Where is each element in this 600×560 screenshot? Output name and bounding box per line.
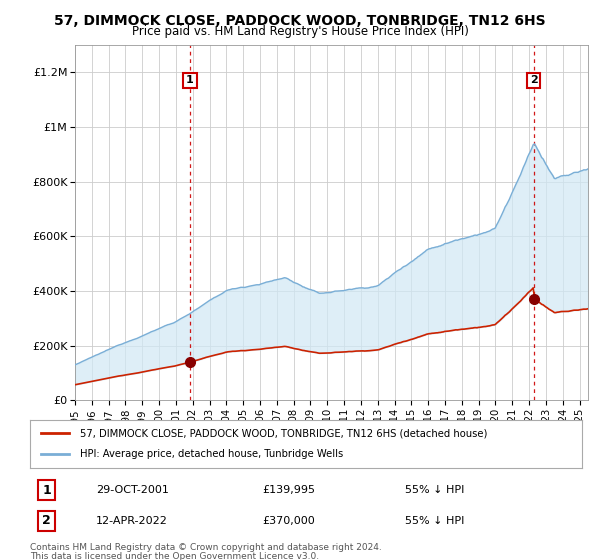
Text: Contains HM Land Registry data © Crown copyright and database right 2024.: Contains HM Land Registry data © Crown c… [30, 543, 382, 552]
Text: 57, DIMMOCK CLOSE, PADDOCK WOOD, TONBRIDGE, TN12 6HS: 57, DIMMOCK CLOSE, PADDOCK WOOD, TONBRID… [54, 14, 546, 28]
Text: Price paid vs. HM Land Registry's House Price Index (HPI): Price paid vs. HM Land Registry's House … [131, 25, 469, 38]
Text: HPI: Average price, detached house, Tunbridge Wells: HPI: Average price, detached house, Tunb… [80, 449, 343, 459]
Text: 55% ↓ HPI: 55% ↓ HPI [406, 485, 465, 495]
Text: 55% ↓ HPI: 55% ↓ HPI [406, 516, 465, 526]
Text: 1: 1 [186, 76, 194, 85]
Text: This data is licensed under the Open Government Licence v3.0.: This data is licensed under the Open Gov… [30, 552, 319, 560]
Text: 2: 2 [530, 76, 538, 85]
Text: £139,995: £139,995 [262, 485, 315, 495]
Text: 57, DIMMOCK CLOSE, PADDOCK WOOD, TONBRIDGE, TN12 6HS (detached house): 57, DIMMOCK CLOSE, PADDOCK WOOD, TONBRID… [80, 428, 487, 438]
Text: £370,000: £370,000 [262, 516, 314, 526]
Text: 2: 2 [42, 514, 51, 528]
Text: 1: 1 [42, 483, 51, 497]
Text: 12-APR-2022: 12-APR-2022 [96, 516, 168, 526]
Text: 29-OCT-2001: 29-OCT-2001 [96, 485, 169, 495]
